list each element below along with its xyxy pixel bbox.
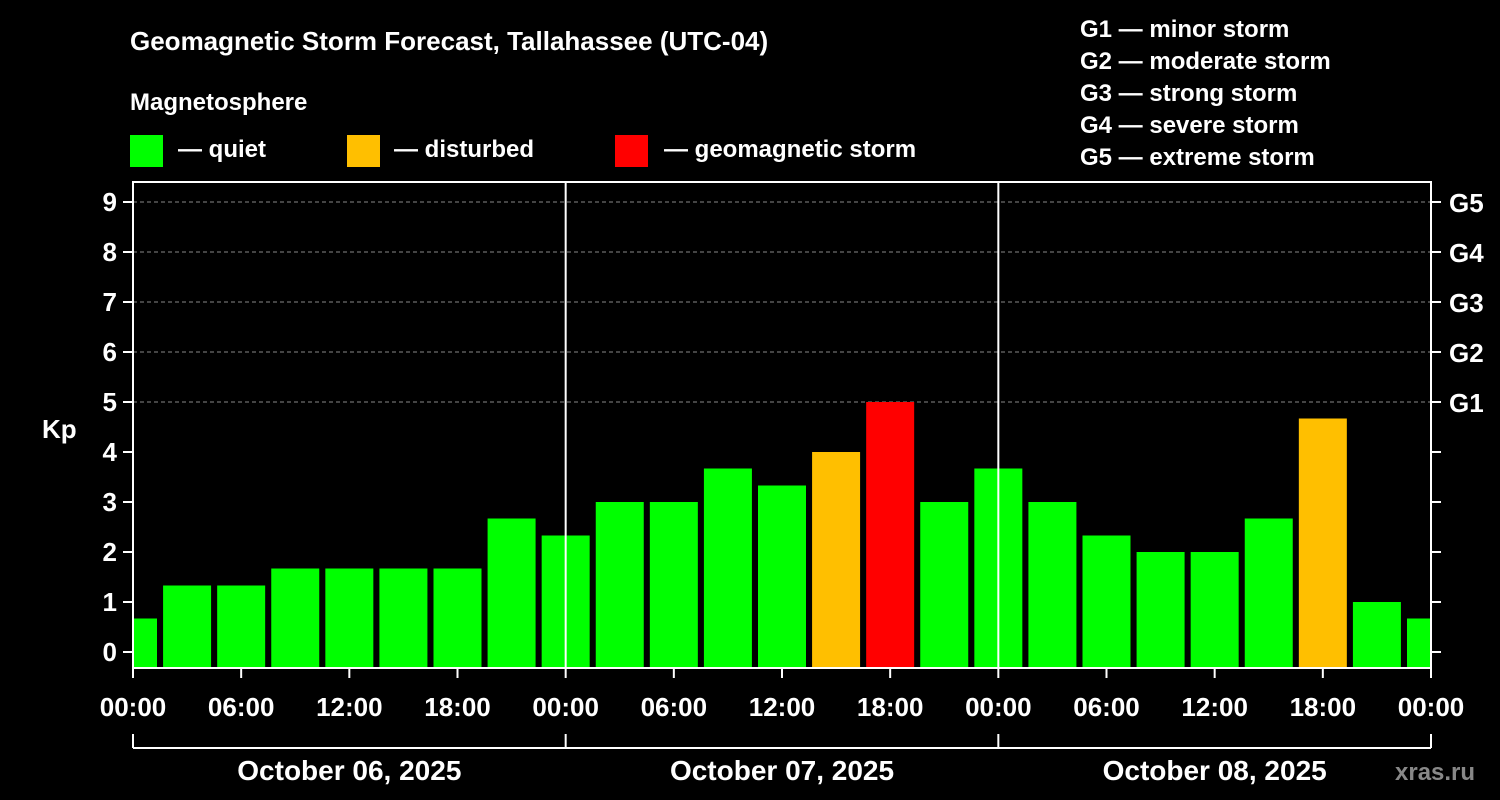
y-tick-label: 0 xyxy=(103,637,117,667)
bar-quiet xyxy=(163,585,212,668)
plot-area: 0 1 2 3 4 5 6 7 8 9 G1 G2 G3 G4 G5 00:00 06:00 12:00 18:00… xyxy=(100,181,1484,786)
gscale-label-g2: G2 xyxy=(1449,338,1484,368)
x-tick-label: 00:00 xyxy=(532,692,599,722)
x-tick-label: 12:00 xyxy=(316,692,383,722)
gscale-label-g1: G1 xyxy=(1449,388,1484,418)
bar-quiet xyxy=(134,618,157,668)
bar-quiet xyxy=(1352,602,1401,668)
bars xyxy=(134,402,1430,668)
y-tick-label: 6 xyxy=(103,337,117,367)
bar-quiet xyxy=(379,568,428,668)
bar-quiet xyxy=(217,585,266,668)
x-tick-label: 00:00 xyxy=(100,692,167,722)
bar-quiet xyxy=(1407,618,1430,668)
legend-swatch-storm xyxy=(615,135,648,167)
x-tick-label: 12:00 xyxy=(749,692,816,722)
legend-label-quiet: — quiet xyxy=(178,136,266,163)
y-axis-label: Kp xyxy=(42,414,77,444)
day-label: October 07, 2025 xyxy=(670,755,894,786)
legend-swatch-disturbed xyxy=(347,135,380,167)
legend-quiet: — quiet xyxy=(130,135,266,167)
bar-storm xyxy=(866,402,915,668)
y-tick-label: 9 xyxy=(103,187,117,217)
x-tick-label: 00:00 xyxy=(1398,692,1465,722)
gscale-legend: G1 — minor storm G2 — moderate storm G3 … xyxy=(1080,16,1331,171)
legend-title: Magnetosphere xyxy=(130,89,307,116)
bar-quiet xyxy=(1244,518,1293,668)
x-tick-label: 06:00 xyxy=(1073,692,1140,722)
x-tick-label: 06:00 xyxy=(641,692,708,722)
watermark: xras.ru xyxy=(1395,759,1475,786)
x-tick-label: 18:00 xyxy=(857,692,924,722)
bar-quiet xyxy=(325,568,374,668)
x-tick-label: 18:00 xyxy=(424,692,491,722)
bar-quiet xyxy=(758,485,806,668)
gscale-legend-g5: G5 — extreme storm xyxy=(1080,144,1315,171)
bar-disturbed xyxy=(1298,418,1347,668)
bar-quiet xyxy=(1136,552,1185,668)
bar-quiet xyxy=(487,518,536,668)
bar-quiet xyxy=(271,568,320,668)
legend-swatch-quiet xyxy=(130,135,163,167)
bar-quiet xyxy=(433,568,482,668)
y-tick-label: 1 xyxy=(103,587,117,617)
gscale-label-g4: G4 xyxy=(1449,238,1484,268)
day-label: October 06, 2025 xyxy=(237,755,461,786)
gscale-legend-g2: G2 — moderate storm xyxy=(1080,48,1331,75)
bar-quiet xyxy=(1028,502,1077,668)
y-tick-label: 7 xyxy=(103,287,117,317)
y-tick-label: 3 xyxy=(103,487,117,517)
x-tick-label: 12:00 xyxy=(1181,692,1248,722)
gscale-legend-g1: G1 — minor storm xyxy=(1080,16,1289,43)
day-label: October 08, 2025 xyxy=(1103,755,1327,786)
gscale-label-g5: G5 xyxy=(1449,188,1484,218)
bar-quiet xyxy=(703,468,752,668)
y-tick-label: 4 xyxy=(103,437,118,467)
bar-quiet xyxy=(595,502,644,668)
y-tick-label: 8 xyxy=(103,237,117,267)
y-tick-label: 2 xyxy=(103,537,117,567)
bar-quiet xyxy=(920,502,969,668)
bar-quiet xyxy=(649,502,698,668)
chart-title: Geomagnetic Storm Forecast, Tallahassee … xyxy=(130,26,768,56)
legend-storm: — geomagnetic storm xyxy=(615,135,916,167)
x-tick-label: 06:00 xyxy=(208,692,275,722)
bar-disturbed xyxy=(812,452,861,668)
legend-disturbed: — disturbed xyxy=(347,135,534,167)
gscale-label-g3: G3 xyxy=(1449,288,1484,318)
bar-quiet xyxy=(1082,535,1131,668)
x-tick-label: 00:00 xyxy=(965,692,1032,722)
bar-quiet xyxy=(1190,552,1239,668)
gscale-legend-g4: G4 — severe storm xyxy=(1080,112,1299,139)
gscale-legend-g3: G3 — strong storm xyxy=(1080,80,1297,107)
y-tick-label: 5 xyxy=(103,387,117,417)
x-tick-label: 18:00 xyxy=(1290,692,1357,722)
legend-label-storm: — geomagnetic storm xyxy=(664,136,916,163)
legend-label-disturbed: — disturbed xyxy=(394,136,534,163)
